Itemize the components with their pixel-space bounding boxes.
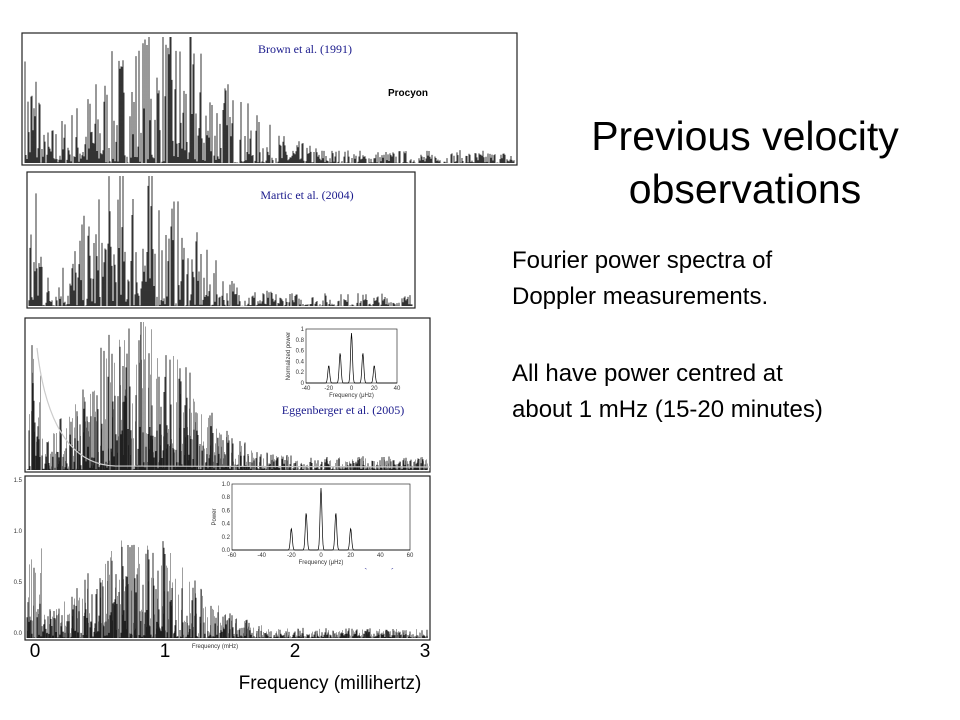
label-bg	[273, 403, 413, 418]
spectrum	[28, 176, 413, 306]
inset-bg	[202, 478, 420, 568]
inset-y-label: Normalized power	[286, 332, 292, 380]
inset-frame	[305, 328, 398, 384]
inset-y-label: Power	[212, 508, 218, 525]
spectrum	[24, 37, 515, 163]
inset-y-tick: 0.4	[296, 359, 305, 365]
inset-frame	[231, 483, 411, 551]
x-tick-label: 2	[290, 641, 301, 662]
inset-x-label: Frequency (μHz)	[299, 560, 344, 566]
x-tick-label: 1	[160, 641, 171, 662]
y-tick-label: 0.5	[14, 580, 23, 586]
inset-y-tick: 0.8	[222, 495, 231, 501]
y-tick-label: 1.0	[14, 529, 23, 535]
slide-title: observations	[629, 166, 861, 212]
label-bg	[237, 188, 377, 203]
inset-x-tick: 0	[350, 386, 354, 392]
y-tick-label: 1.5	[14, 478, 23, 484]
fit-curve	[36, 347, 431, 468]
inset-y-tick: 0.0	[222, 548, 231, 554]
body-text: Doppler measurements.	[512, 283, 768, 310]
inset-y-tick: 1.0	[222, 482, 231, 488]
spectrum	[26, 541, 428, 638]
panel-label: Brown et al. (1991)	[258, 42, 352, 56]
label-bg	[235, 42, 375, 57]
x-tick-label: 3	[420, 641, 431, 662]
inset-y-tick: 0.6	[296, 349, 305, 355]
inset-x-tick: -60	[228, 553, 237, 559]
inset-x-tick: -40	[257, 553, 266, 559]
inset-x-tick: 20	[371, 386, 378, 392]
inset-x-tick: 40	[377, 553, 384, 559]
y-tick-label: 0.0	[14, 631, 23, 637]
inset-y-tick: 0.8	[296, 338, 305, 344]
panel-label: Eggenberger et al. (2005)	[282, 403, 404, 417]
inset-y-tick: 0.2	[222, 535, 231, 541]
inset-y-tick: 0	[301, 381, 305, 387]
inset-x-tick: -20	[324, 386, 333, 392]
spectra: Brown et al. (1991) Martic et al. (2004) E…	[14, 32, 518, 650]
inset-y-tick: 1	[301, 327, 305, 333]
inset-curve	[232, 487, 410, 551]
panel-note: Procyon	[388, 88, 428, 99]
slide-title: Previous velocity	[591, 113, 899, 159]
inset-x-tick: -40	[302, 386, 311, 392]
inset-bg	[276, 323, 407, 401]
spectrum-grey	[27, 540, 428, 638]
x-tick-label: 0	[30, 641, 41, 662]
inset-y-tick: 0.2	[296, 370, 305, 376]
inset-x-tick: 20	[347, 553, 354, 559]
inset-x-label: Frequency (μHz)	[329, 393, 374, 399]
panel-label: Martic et al. (2004)	[260, 188, 353, 202]
axis-label: Frequency (mHz)	[192, 644, 238, 650]
body-text: All have power centred at	[512, 360, 783, 387]
body-text: Fourier power spectra of	[512, 247, 772, 274]
inset-y-tick: 0.4	[222, 522, 231, 528]
x-axis-label: Frequency (millihertz)	[239, 673, 422, 694]
inset-x-tick: 60	[407, 553, 414, 559]
inset-x-tick: 40	[394, 386, 401, 392]
inset-curve	[306, 332, 397, 384]
body-text: about 1 mHz (15-20 minutes)	[512, 396, 823, 423]
inset-x-tick: -20	[287, 553, 296, 559]
inset-y-tick: 0.6	[222, 508, 231, 514]
inset-x-tick: 0	[319, 553, 323, 559]
